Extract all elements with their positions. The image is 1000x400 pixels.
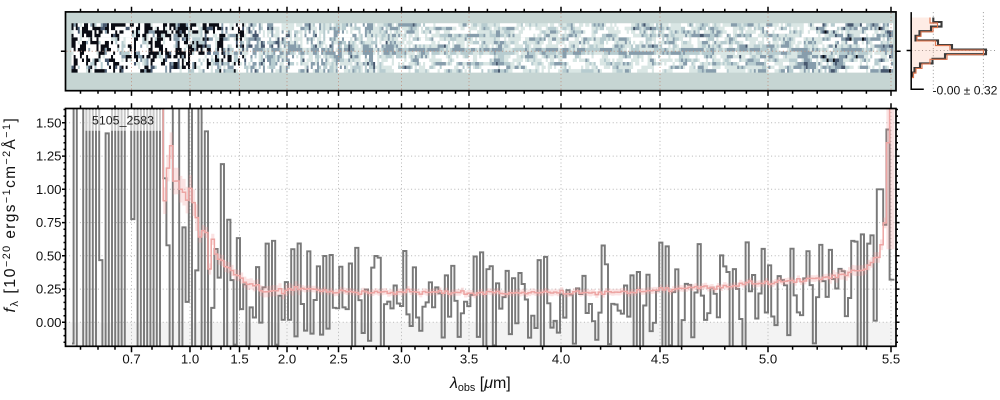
svg-text:5.0: 5.0 bbox=[759, 352, 777, 367]
svg-text:1.50: 1.50 bbox=[36, 115, 62, 130]
svg-text:5105_2583: 5105_2583 bbox=[92, 113, 154, 127]
svg-text:2.0: 2.0 bbox=[278, 352, 296, 367]
svg-text:1.25: 1.25 bbox=[36, 149, 62, 164]
svg-text:4.5: 4.5 bbox=[651, 352, 669, 367]
svg-text:0.00: 0.00 bbox=[36, 315, 62, 330]
svg-text:4.0: 4.0 bbox=[552, 352, 570, 367]
svg-text:1.5: 1.5 bbox=[230, 352, 248, 367]
svg-text:3.0: 3.0 bbox=[392, 352, 410, 367]
svg-text:1.0: 1.0 bbox=[181, 352, 199, 367]
svg-text:0.25: 0.25 bbox=[36, 282, 62, 297]
svg-text:0.7: 0.7 bbox=[122, 352, 140, 367]
svg-text:1.00: 1.00 bbox=[36, 182, 62, 197]
svg-text:0.50: 0.50 bbox=[36, 248, 62, 263]
svg-text:-0.00 ± 0.32: -0.00 ± 0.32 bbox=[933, 83, 998, 97]
svg-text:0.75: 0.75 bbox=[36, 215, 62, 230]
svg-text:5.5: 5.5 bbox=[882, 352, 900, 367]
svg-text:λobs [μm]: λobs [μm] bbox=[449, 375, 511, 394]
svg-text:fλ [10−20 ergs−1cm−2Å−1]: fλ [10−20 ergs−1cm−2Å−1] bbox=[1, 117, 21, 313]
svg-text:2.5: 2.5 bbox=[329, 352, 347, 367]
svg-text:3.5: 3.5 bbox=[460, 352, 478, 367]
